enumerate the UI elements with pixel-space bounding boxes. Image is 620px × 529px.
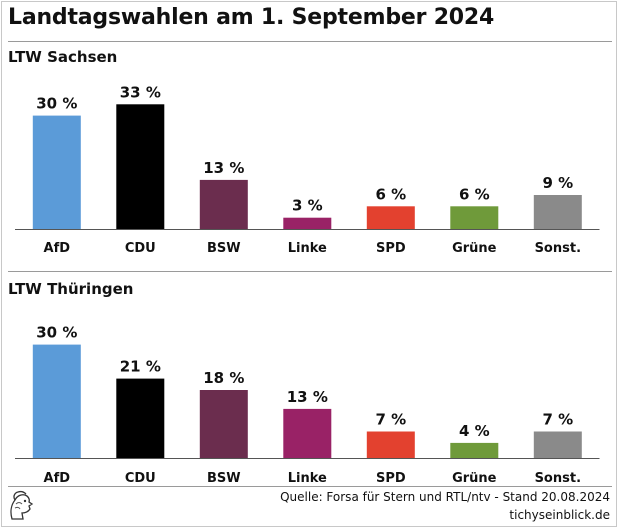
category-label-sachsen-afd: AfD bbox=[44, 241, 71, 256]
bar-sachsen-cdu bbox=[116, 104, 165, 229]
title-divider bbox=[8, 41, 612, 42]
bar-sachsen-linke bbox=[283, 217, 332, 229]
category-label-sachsen-bsw: BSW bbox=[207, 241, 241, 256]
category-label-thueringen-sonst: Sonst. bbox=[535, 471, 581, 486]
value-label-sachsen-gruene: 6 % bbox=[459, 185, 490, 203]
category-label-thueringen-linke: Linke bbox=[288, 471, 327, 486]
bar-thueringen-bsw bbox=[199, 390, 248, 458]
bar-thueringen-gruene bbox=[450, 442, 499, 458]
value-label-sachsen-afd: 30 % bbox=[36, 95, 77, 113]
category-label-sachsen-gruene: Grüne bbox=[452, 241, 497, 256]
bar-sachsen-gruene bbox=[450, 206, 499, 229]
value-label-thueringen-sonst: 7 % bbox=[542, 411, 573, 429]
bar-thueringen-afd bbox=[32, 344, 81, 458]
category-label-sachsen-spd: SPD bbox=[376, 241, 406, 256]
bar-thueringen-linke bbox=[283, 408, 332, 458]
section-title-sachsen: LTW Sachsen bbox=[8, 48, 118, 66]
value-label-thueringen-bsw: 18 % bbox=[203, 369, 244, 387]
category-label-sachsen-sonst: Sonst. bbox=[535, 241, 581, 256]
category-label-sachsen-cdu: CDU bbox=[125, 241, 156, 256]
category-label-thueringen-spd: SPD bbox=[376, 471, 406, 486]
bar-thueringen-spd bbox=[366, 431, 415, 458]
category-label-thueringen-cdu: CDU bbox=[125, 471, 156, 486]
value-label-thueringen-gruene: 4 % bbox=[459, 422, 490, 440]
category-label-thueringen-gruene: Grüne bbox=[452, 471, 497, 486]
footer-divider bbox=[8, 486, 612, 487]
category-label-sachsen-linke: Linke bbox=[288, 241, 327, 256]
bar-sachsen-sonst bbox=[533, 195, 582, 229]
section-title-thueringen: LTW Thüringen bbox=[8, 280, 134, 298]
value-label-sachsen-spd: 6 % bbox=[375, 185, 406, 203]
bar-sachsen-afd bbox=[32, 115, 81, 229]
bar-sachsen-spd bbox=[366, 206, 415, 229]
bar-sachsen-bsw bbox=[199, 179, 248, 229]
value-label-thueringen-cdu: 21 % bbox=[120, 358, 161, 376]
value-label-sachsen-linke: 3 % bbox=[292, 197, 323, 215]
value-label-sachsen-sonst: 9 % bbox=[542, 174, 573, 192]
value-label-sachsen-cdu: 33 % bbox=[120, 83, 161, 101]
site-name: tichyseinblick.de bbox=[509, 508, 610, 522]
value-label-thueringen-spd: 7 % bbox=[375, 411, 406, 429]
category-label-thueringen-bsw: BSW bbox=[207, 471, 241, 486]
category-label-thueringen-afd: AfD bbox=[44, 471, 71, 486]
section-divider bbox=[8, 271, 612, 272]
athena-head-icon bbox=[10, 490, 34, 520]
value-label-sachsen-bsw: 13 % bbox=[203, 159, 244, 177]
source-note: Quelle: Forsa für Stern und RTL/ntv - St… bbox=[280, 490, 610, 504]
bar-chart-sachsen: 30 % AfD 33 % CDU 13 % BSW 3 % Linke 6 % SPD 6 % Gr… bbox=[15, 83, 600, 256]
bar-chart-thueringen: 30 % AfD 21 % CDU 18 % BSW 13 % Linke 7 % SPD 4 % G… bbox=[15, 324, 600, 486]
bar-thueringen-cdu bbox=[116, 378, 165, 458]
bar-thueringen-sonst bbox=[533, 431, 582, 458]
value-label-thueringen-afd: 30 % bbox=[36, 324, 77, 342]
page-title: Landtagswahlen am 1. September 2024 bbox=[8, 5, 495, 30]
value-label-thueringen-linke: 13 % bbox=[287, 388, 328, 406]
